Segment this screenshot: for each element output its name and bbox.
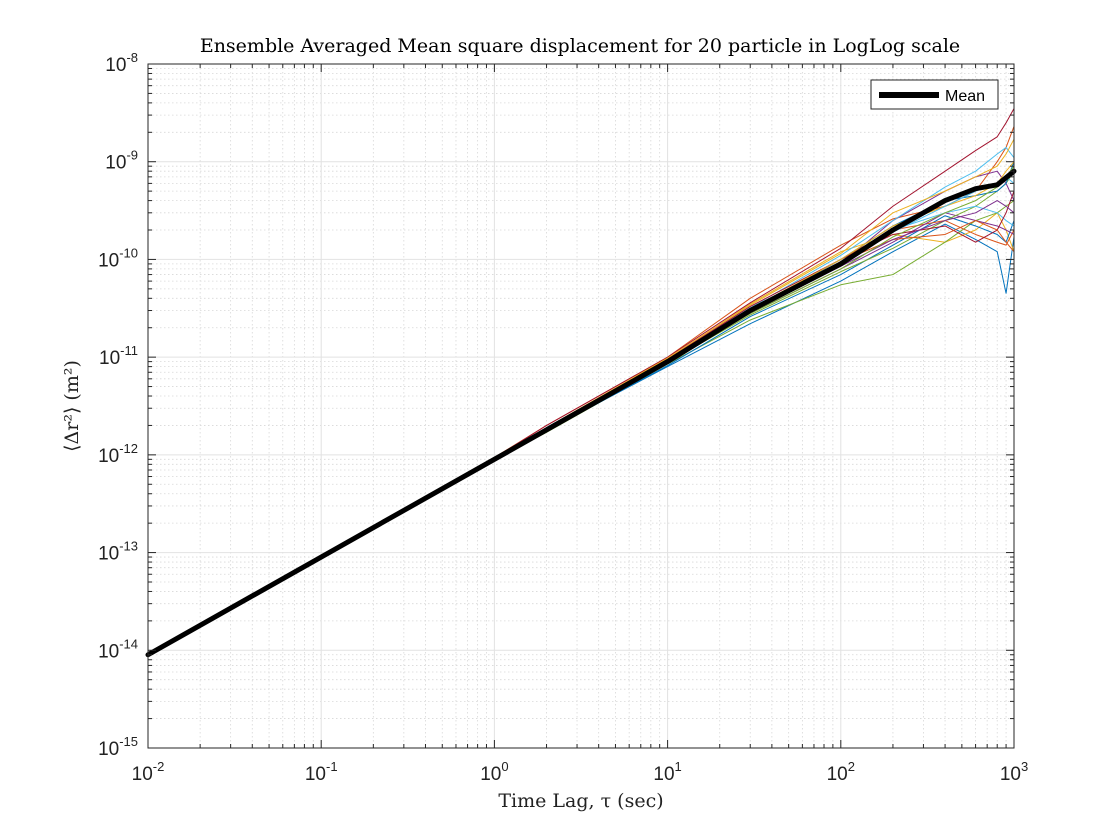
legend[interactable]: Mean <box>870 79 999 110</box>
mean-series-line <box>145 168 1017 658</box>
y-tick-labels: 10-15 10-14 10-13 10-12 10-11 10-10 10-9 10-8 <box>98 50 138 760</box>
mean-series-group <box>145 168 1017 658</box>
y-tick-label: 10-8 <box>105 50 138 76</box>
legend-mean-label: Mean <box>945 88 985 105</box>
particle-series-7 <box>147 108 1015 656</box>
x-tick-label: 10-2 <box>132 759 165 785</box>
y-tick-label: 10-14 <box>98 636 138 662</box>
axes-box <box>147 63 1015 749</box>
x-tick-label: 102 <box>827 759 855 785</box>
chart-title: Ensemble Averaged Mean square displaceme… <box>200 35 960 57</box>
x-tick-labels: 10-2 10-1 100 101 102 103 <box>132 759 1029 785</box>
y-tick-label: 10-11 <box>99 343 138 369</box>
y-axis-label: ⟨Δr²⟩ (m²) <box>61 360 83 452</box>
y-tick-label: 10-9 <box>105 148 138 174</box>
tick-marks <box>147 63 1015 749</box>
y-tick-label: 10-12 <box>98 441 138 467</box>
x-axis-label: Time Lag, τ (sec) <box>498 790 663 812</box>
x-tick-label: 101 <box>653 759 681 785</box>
x-tick-label: 103 <box>1000 759 1028 785</box>
y-tick-label: 10-13 <box>98 539 138 565</box>
y-tick-label: 10-15 <box>98 734 138 760</box>
x-tick-label: 100 <box>480 759 508 785</box>
y-tick-label: 10-10 <box>98 245 138 271</box>
x-tick-label: 10-1 <box>305 759 338 785</box>
